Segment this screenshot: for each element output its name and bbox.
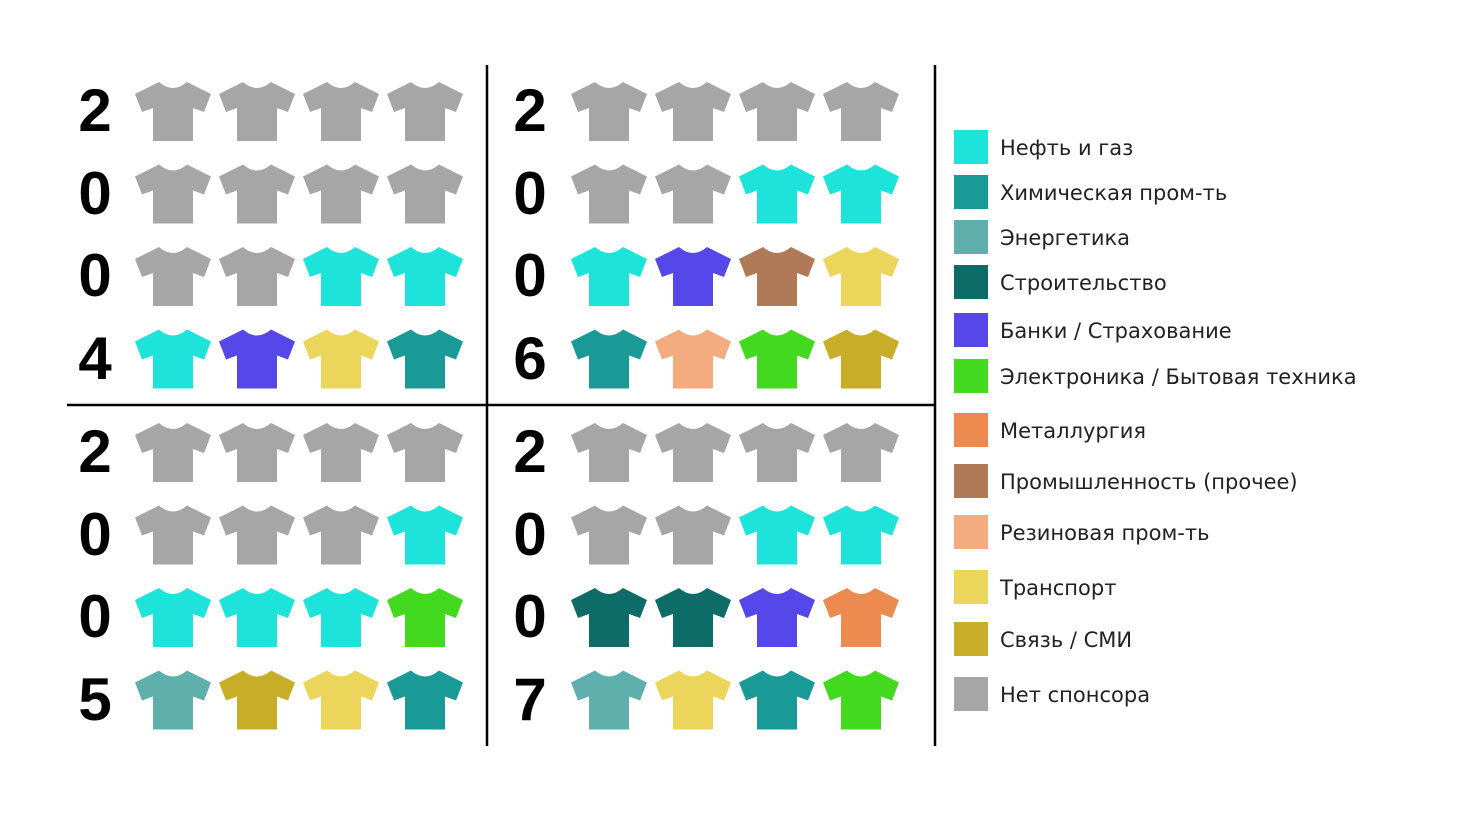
shirt	[135, 505, 211, 565]
legend-swatch	[954, 130, 988, 164]
legend-label: Электроника / Бытовая техника	[1000, 365, 1357, 389]
shirt	[387, 588, 463, 647]
legend-swatch	[954, 677, 988, 711]
shirt	[219, 164, 295, 224]
legend-swatch	[954, 359, 988, 393]
shirt	[823, 670, 899, 730]
shirt	[739, 670, 815, 730]
shirt	[135, 423, 211, 482]
shirt	[219, 505, 295, 565]
shirt	[387, 670, 463, 730]
shirt	[823, 82, 899, 141]
legend-swatch	[954, 570, 988, 604]
shirt	[219, 329, 295, 389]
legend-swatch	[954, 175, 988, 209]
shirt	[823, 588, 899, 647]
legend-label: Промышленность (прочее)	[1000, 470, 1298, 494]
shirt	[303, 329, 379, 389]
shirt	[739, 164, 815, 224]
shirt	[571, 505, 647, 565]
shirt	[135, 588, 211, 647]
legend-swatch	[954, 313, 988, 347]
legend-label: Строительство	[1000, 271, 1167, 295]
legend-label: Связь / СМИ	[1000, 628, 1133, 652]
legend-label: Резиновая пром-ть	[1000, 521, 1210, 545]
shirt	[823, 329, 899, 389]
shirt	[655, 82, 731, 141]
shirt	[135, 164, 211, 224]
legend-label: Металлургия	[1000, 419, 1147, 443]
shirt	[571, 329, 647, 389]
year-label: 2006	[513, 77, 547, 392]
shirt	[387, 423, 463, 482]
year-label: 2005	[78, 418, 112, 733]
shirt	[303, 505, 379, 565]
shirt	[739, 423, 815, 482]
shirt	[571, 82, 647, 141]
shirt	[303, 670, 379, 730]
legend-label: Нефть и газ	[1000, 136, 1134, 160]
shirt	[739, 82, 815, 141]
shirt	[219, 670, 295, 730]
legend-swatch	[954, 622, 988, 656]
shirt	[135, 329, 211, 389]
year-label: 2007	[513, 418, 547, 733]
shirt	[655, 670, 731, 730]
shirt	[303, 423, 379, 482]
legend-label: Нет спонсора	[1000, 683, 1151, 707]
shirt	[135, 247, 211, 306]
shirt	[739, 588, 815, 647]
shirt	[387, 247, 463, 306]
shirt	[655, 588, 731, 647]
shirt	[823, 505, 899, 565]
shirt	[571, 423, 647, 482]
shirt	[655, 164, 731, 224]
shirt	[387, 164, 463, 224]
shirt	[571, 588, 647, 647]
legend-swatch	[954, 464, 988, 498]
shirt	[571, 164, 647, 224]
shirt	[739, 329, 815, 389]
shirt	[303, 164, 379, 224]
shirt	[655, 505, 731, 565]
year-label: 2004	[78, 77, 112, 392]
shirt	[655, 423, 731, 482]
shirt	[739, 505, 815, 565]
shirt	[135, 82, 211, 141]
shirt	[387, 329, 463, 389]
shirt	[219, 247, 295, 306]
shirt	[387, 505, 463, 565]
shirt	[739, 247, 815, 306]
shirt	[303, 588, 379, 647]
shirt	[135, 670, 211, 730]
shirt	[303, 82, 379, 141]
shirt	[387, 82, 463, 141]
shirt	[571, 247, 647, 306]
shirt	[655, 247, 731, 306]
shirt	[823, 423, 899, 482]
shirt	[823, 164, 899, 224]
shirt	[219, 423, 295, 482]
legend-label: Банки / Страхование	[1000, 319, 1232, 343]
legend-label: Энергетика	[1000, 226, 1131, 250]
legend-swatch	[954, 220, 988, 254]
shirt	[571, 670, 647, 730]
shirt	[219, 82, 295, 141]
shirt	[303, 247, 379, 306]
shirt	[219, 588, 295, 647]
legend-label: Химическая пром-ть	[1000, 181, 1228, 205]
legend-swatch	[954, 515, 988, 549]
legend-label: Транспорт	[1000, 576, 1117, 600]
legend-swatch	[954, 265, 988, 299]
legend-swatch	[954, 413, 988, 447]
shirt	[823, 247, 899, 306]
shirt	[655, 329, 731, 389]
